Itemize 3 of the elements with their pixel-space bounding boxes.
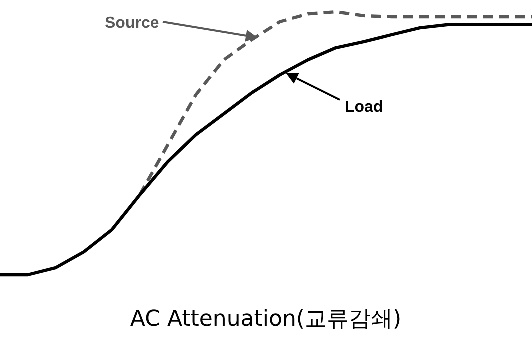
- text: AC Attenuation(교류감쇄): [130, 307, 402, 332]
- text: Source: [105, 15, 160, 32]
- text: Load: [345, 99, 384, 116]
